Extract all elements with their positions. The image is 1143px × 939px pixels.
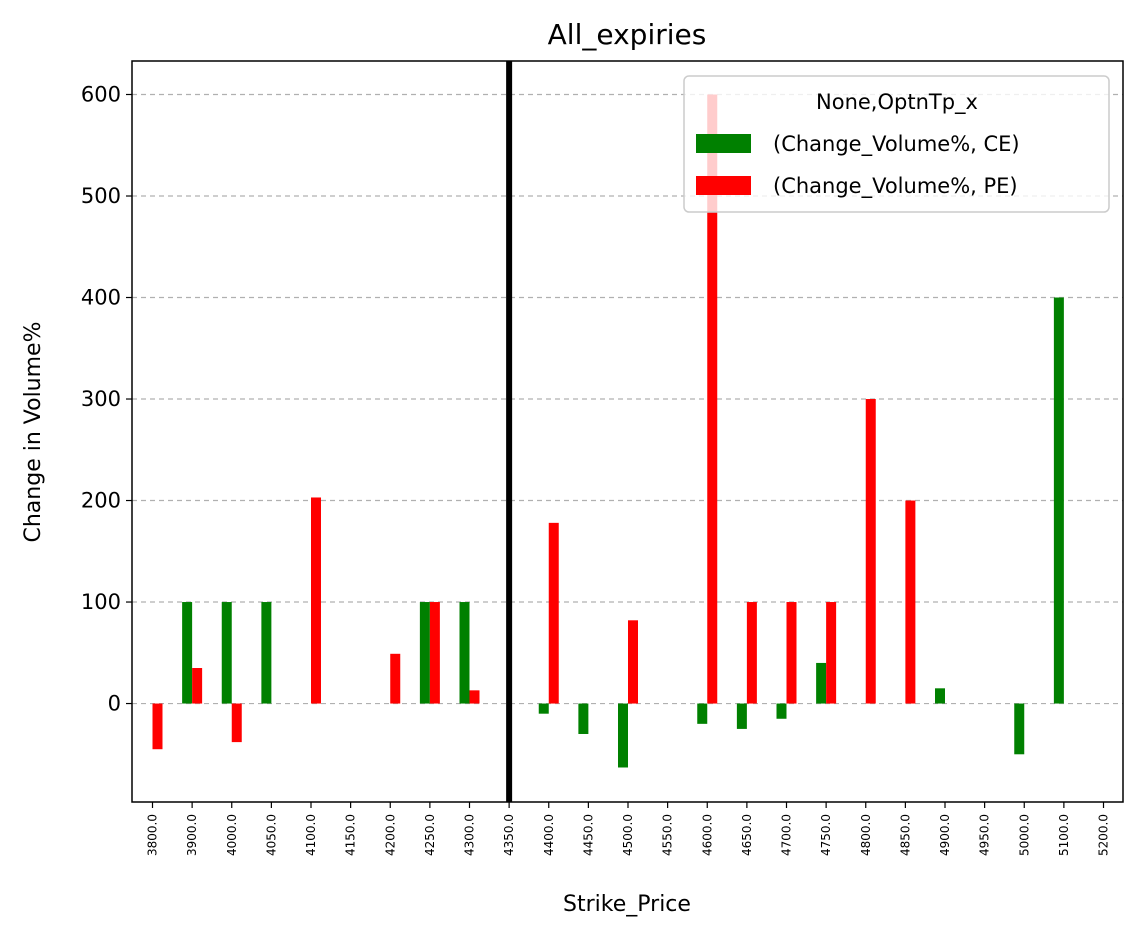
bar-ce-3900.0 <box>182 602 193 704</box>
bar-ce-4050.0 <box>261 602 272 704</box>
bar-pe-4000.0 <box>231 703 242 743</box>
bar-pe-4850.0 <box>905 500 916 704</box>
x-tick-label: 4400.0 <box>542 814 556 856</box>
x-axis-ticks: 3800.0 3900.0 4000.0 4050.0 4100.0 4150.0 4200… <box>146 802 1111 856</box>
x-tick-label: 5100.0 <box>1057 814 1071 856</box>
bar-pe-4100.0 <box>311 497 321 704</box>
bar-ce-4900.0 <box>935 688 945 704</box>
bar-pe-4650.0 <box>746 602 757 704</box>
bar-pe-4600.0 <box>707 94 718 704</box>
x-tick-label: 3800.0 <box>146 814 160 856</box>
x-tick-label: 4450.0 <box>581 814 595 856</box>
x-tick-label: 4300.0 <box>463 814 477 856</box>
bar-ce-4750.0 <box>816 662 827 704</box>
chart-title: All_expiries <box>548 18 707 51</box>
bar-pe-4300.0 <box>469 690 480 704</box>
bar-pe-3900.0 <box>192 668 203 704</box>
x-tick-label: 4150.0 <box>344 814 358 856</box>
x-axis-label: Strike_Price <box>563 892 691 917</box>
bar-ce-4450.0 <box>578 703 589 734</box>
bar-pe-4750.0 <box>826 602 837 704</box>
legend-label-pe: (Change_Volume%, PE) <box>773 174 1018 199</box>
bar-ce-4000.0 <box>221 602 232 704</box>
bar-ce-4650.0 <box>736 703 747 729</box>
legend-swatch-ce <box>696 134 751 153</box>
bar-pe-4200.0 <box>390 653 401 704</box>
y-tick-label: 0 <box>108 692 121 716</box>
x-tick-label: 4950.0 <box>978 814 992 856</box>
x-tick-label: 4850.0 <box>898 814 912 856</box>
x-tick-label: 4700.0 <box>780 814 794 856</box>
legend-title: None,OptnTp_x <box>816 90 978 115</box>
legend: None,OptnTp_x (Change_Volume%, CE) (Chan… <box>683 75 1110 213</box>
x-tick-label: 4500.0 <box>621 814 635 856</box>
bar-ce-5100.0 <box>1053 297 1064 704</box>
y-axis-label: Change in Volume% <box>21 322 46 543</box>
bar-ce-4500.0 <box>618 703 628 768</box>
bar-ce-4250.0 <box>419 602 430 704</box>
bar-ce-4700.0 <box>776 703 787 719</box>
y-tick-label: 400 <box>81 286 121 310</box>
y-tick-label: 300 <box>81 387 121 411</box>
x-tick-label: 4900.0 <box>938 814 952 856</box>
bar-pe-4500.0 <box>628 620 638 704</box>
x-tick-label: 4350.0 <box>502 814 516 856</box>
bar-ce-4600.0 <box>697 703 708 724</box>
y-axis-ticks: 0 100 200 300 400 500 600 <box>81 82 132 716</box>
x-tick-label: 4750.0 <box>819 814 833 856</box>
x-tick-label: 4050.0 <box>264 814 278 856</box>
x-tick-label: 4000.0 <box>225 814 239 856</box>
x-tick-label: 4600.0 <box>700 814 714 856</box>
bar-pe-4250.0 <box>429 602 440 704</box>
x-tick-label: 4550.0 <box>661 814 675 856</box>
y-tick-label: 100 <box>81 590 121 614</box>
bar-ce-4400.0 <box>538 703 549 714</box>
legend-label-ce: (Change_Volume%, CE) <box>773 132 1020 157</box>
grid-lines <box>132 93 1123 705</box>
y-tick-label: 600 <box>81 82 121 106</box>
bar-pe-4400.0 <box>548 522 559 704</box>
bar-ce-5000.0 <box>1014 703 1025 755</box>
x-tick-label: 4800.0 <box>859 814 873 856</box>
y-tick-label: 500 <box>81 184 121 208</box>
x-tick-label: 4200.0 <box>383 814 397 856</box>
x-tick-label: 4250.0 <box>423 814 437 856</box>
x-tick-label: 5200.0 <box>1097 814 1111 856</box>
x-tick-label: 3900.0 <box>185 814 199 856</box>
legend-box <box>683 75 1110 213</box>
bar-pe-4700.0 <box>786 602 797 704</box>
bar-ce-4300.0 <box>459 602 470 704</box>
x-tick-label: 5000.0 <box>1017 814 1031 856</box>
y-tick-label: 200 <box>81 489 121 513</box>
legend-swatch-pe <box>696 176 751 195</box>
bar-pe-4800.0 <box>865 399 876 704</box>
bars-group <box>152 94 1064 768</box>
x-tick-label: 4100.0 <box>304 814 318 856</box>
bar-pe-3800.0 <box>152 703 163 750</box>
x-tick-label: 4650.0 <box>740 814 754 856</box>
